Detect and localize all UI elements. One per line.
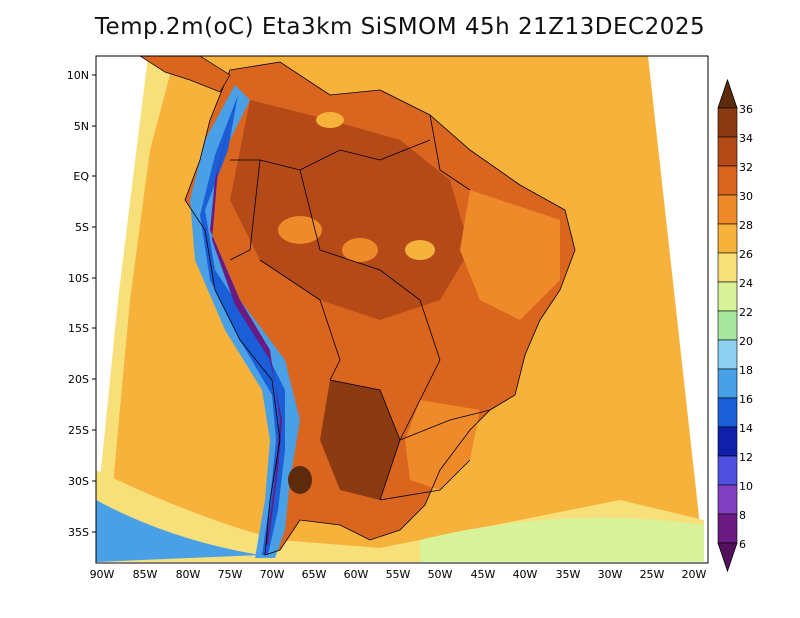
colorbar-label: 36 — [739, 103, 753, 116]
lon-tick-label: 90W — [90, 568, 115, 581]
colorbar-swatch — [717, 426, 738, 457]
colorbar-bottom-arrow — [717, 542, 738, 573]
lat-tick-label: 35S — [68, 526, 89, 539]
lon-tick-label: 35W — [556, 568, 581, 581]
colorbar-swatch — [717, 513, 738, 544]
warm-spot — [288, 466, 312, 494]
lat-tick-label: 10N — [67, 69, 89, 82]
colorbar-swatch — [717, 107, 738, 138]
lat-tick-label: EQ — [73, 170, 89, 183]
lat-tick-label: 5N — [74, 120, 89, 133]
lon-tick-label: 30W — [598, 568, 623, 581]
lon-tick-label: 55W — [386, 568, 411, 581]
lon-tick-label: 85W — [133, 568, 158, 581]
warm-spot — [342, 238, 378, 262]
warm-spot — [278, 216, 322, 244]
colorbar-top-arrow — [717, 78, 738, 109]
colorbar-swatch — [717, 339, 738, 370]
lon-tick-label: 20W — [682, 568, 707, 581]
colorbar-label: 16 — [739, 393, 753, 406]
colorbar-swatch — [717, 136, 738, 167]
lon-tick-label: 60W — [344, 568, 369, 581]
warm-spot — [316, 112, 344, 128]
colorbar-swatch — [717, 455, 738, 486]
colorbar-label: 10 — [739, 480, 753, 493]
lat-tick-label: 30S — [68, 475, 89, 488]
colorbar-label: 12 — [739, 451, 753, 464]
colorbar-label: 6 — [739, 538, 746, 551]
lat-tick-label: 20S — [68, 373, 89, 386]
andes-ridge-inner — [200, 95, 285, 555]
colorbar-label: 24 — [739, 277, 753, 290]
colorbar-label: 26 — [739, 248, 753, 261]
colorbar-swatch — [717, 484, 738, 515]
colorbar-label: 32 — [739, 161, 753, 174]
lon-tick-label: 45W — [471, 568, 496, 581]
southern-greenish-band — [420, 517, 704, 562]
political-borders — [184, 61, 576, 556]
colorbar-label: 20 — [739, 335, 753, 348]
colorbar-swatch — [717, 310, 738, 341]
lat-tick-label: 15S — [68, 322, 89, 335]
lon-tick-label: 75W — [218, 568, 243, 581]
colorbar-swatch — [717, 223, 738, 254]
warm-spot — [405, 240, 435, 260]
southern-cold-band — [96, 500, 260, 562]
lon-tick-label: 80W — [176, 568, 201, 581]
chaco-hot-core — [320, 380, 400, 500]
lon-tick-label: 65W — [302, 568, 327, 581]
colorbar-label: 30 — [739, 190, 753, 203]
colorbar-label: 14 — [739, 422, 753, 435]
lat-tick-label: 10S — [68, 272, 89, 285]
colorbar-swatch — [717, 194, 738, 225]
colorbar-swatch — [717, 368, 738, 399]
lat-tick-label: 5S — [75, 221, 89, 234]
lon-tick-label: 70W — [260, 568, 285, 581]
longitude-axis: 90W 85W 80W 75W 70W 65W 60W 55W 50W 45W … — [90, 568, 707, 581]
latitude-axis: 10N 5N EQ 5S 10S 15S 20S 25S 30S 35S — [67, 69, 96, 539]
colorbar-swatch — [717, 281, 738, 312]
colorbar-label: 28 — [739, 219, 753, 232]
lon-tick-label: 50W — [428, 568, 453, 581]
southeast-mild — [405, 400, 480, 490]
caribbean-band — [340, 60, 660, 200]
cool-pacific-band — [96, 56, 175, 562]
map-title: Temp.2m(oC) Eta3km SiSMOM 45h 21Z13DEC20… — [94, 14, 706, 40]
colorbar-label: 22 — [739, 306, 753, 319]
amazon-hot-core — [230, 100, 470, 320]
colorbar-label: 34 — [739, 132, 753, 145]
colorbar-swatch — [717, 252, 738, 283]
plot-frame — [95, 55, 709, 564]
colorbar-label: 8 — [739, 509, 746, 522]
map-field — [96, 56, 704, 562]
colorbar-label: 18 — [739, 364, 753, 377]
colorbar-swatch — [717, 165, 738, 196]
colorbar-swatch — [717, 397, 738, 428]
northeast-warm — [460, 190, 560, 320]
colorbar: 36 34 32 30 28 26 24 22 20 18 16 14 12 10 8 6 — [717, 78, 753, 573]
lat-tick-label: 25S — [68, 424, 89, 437]
central-america-land — [139, 56, 231, 93]
lon-tick-label: 25W — [640, 568, 665, 581]
lon-tick-label: 40W — [513, 568, 538, 581]
